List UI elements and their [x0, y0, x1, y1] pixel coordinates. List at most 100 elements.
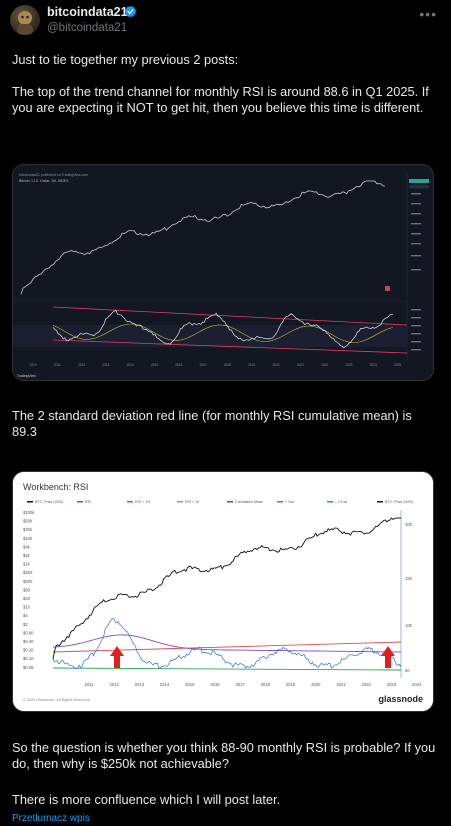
tv-x-tick: 2016 — [175, 363, 182, 367]
gn-price-line — [52, 517, 401, 660]
gn-y-left-tick: $0.80 — [23, 630, 34, 635]
tradingview-chart: bitcoindata21 published on TradingView.c… — [13, 165, 433, 380]
gn-y-left-tick: $50k — [23, 519, 33, 524]
gn-x-tick: 2023 — [387, 682, 397, 687]
gn-y-right-tick: 50 — [405, 668, 410, 673]
tv-x-tick: 2021 — [297, 363, 304, 367]
gn-legend-swatch — [127, 501, 133, 503]
gn-x-tick: 2017 — [236, 682, 246, 687]
avatar-image-icon — [17, 11, 33, 35]
gn-y-left-tick: $200 — [23, 579, 33, 584]
tv-price-line — [20, 180, 386, 295]
tv-x-tick: 2018 — [224, 363, 231, 367]
tv-rsi-line — [52, 310, 394, 349]
gn-y-left-tick: $10k — [23, 536, 33, 541]
gn-y-left-tick: $4 — [23, 613, 28, 618]
post-header: bitcoindata21 @bitcoindata21 ••• — [0, 0, 451, 48]
gn-x-tick: 2021 — [336, 682, 346, 687]
post-text-sd: The 2 standard deviation red line (for m… — [12, 408, 412, 439]
tv-x-tick: 2024 — [370, 363, 377, 367]
post-text-question: So the question is whether you think 88-… — [12, 740, 436, 771]
gn-x-tick: 2022 — [362, 682, 372, 687]
tv-x-tick: 2023 — [345, 363, 352, 367]
gn-plus-2sd-line — [52, 641, 402, 653]
gn-legend-swatch — [327, 501, 333, 503]
gn-legend-item: BTC: Price (USD) — [385, 500, 413, 504]
tv-x-tick: 2012 — [78, 363, 85, 367]
gn-y-left-tick: $4k — [23, 544, 31, 549]
gn-legend-item: RSI — [85, 500, 91, 504]
gn-legend: BTC: Price (USD) RSI RSI + 1% RSI + 10 Cumul… — [27, 500, 413, 504]
gn-copyright: © 2024 Glassnode. All Rights Reserved. — [23, 698, 91, 702]
author-handle[interactable]: @bitcoindata21 — [47, 22, 128, 34]
gn-legend-swatch — [277, 501, 283, 503]
tv-rsi-band — [13, 325, 407, 347]
gn-legend-swatch — [177, 501, 183, 503]
tv-x-tick: 2025 — [394, 363, 401, 367]
gn-y-left-tick: $20k — [23, 527, 33, 532]
tv-price-badge — [409, 179, 429, 183]
gn-minus-1-5sd-line — [52, 667, 402, 671]
gn-rsi-line — [52, 618, 402, 669]
gn-x-tick: 2016 — [210, 682, 220, 687]
glassnode-chart: Workbench: RSI BTC: Price (USD) RSI RSI + … — [13, 472, 433, 711]
tv-rsi-ma-line — [52, 323, 394, 343]
gn-y-right-tick: 200 — [405, 522, 413, 527]
gn-y-left-tick: $0.06 — [23, 665, 34, 670]
gn-y-left-tick: $0.40 — [23, 639, 34, 644]
gn-legend-item: Cumulative Mean — [235, 500, 263, 504]
gn-y-left-tick: $100k — [23, 510, 35, 515]
post-text-trend: The top of the trend channel for monthly… — [12, 84, 429, 115]
gn-legend-item: + 2sd — [285, 500, 294, 504]
gn-x-axis: 2011 2012 2013 2014 2015 2016 2017 2018 2019 2020… — [84, 682, 421, 687]
gn-legend-swatch — [27, 501, 33, 503]
translate-post-link[interactable]: Przetłumacz wpis — [12, 813, 90, 824]
gn-legend-item: RSI + 1% — [135, 500, 151, 504]
gn-y-left-tick: $10 — [23, 605, 31, 610]
author-name[interactable]: bitcoindata21 — [47, 5, 128, 19]
gn-x-tick: 2015 — [185, 682, 195, 687]
gn-x-tick: 2018 — [261, 682, 271, 687]
gn-legend-swatch — [227, 501, 233, 503]
more-dots-icon[interactable]: ••• — [419, 6, 437, 22]
tv-watermark: TradingView — [17, 374, 36, 378]
gn-legend-item: RSI + 10 — [185, 500, 199, 504]
tradingview-chart-image[interactable]: bitcoindata21 published on TradingView.c… — [12, 164, 434, 381]
tv-marker — [385, 286, 390, 291]
gn-x-tick: 2013 — [135, 682, 145, 687]
gn-legend-swatch — [377, 501, 383, 503]
gn-legend-item: - 1.5 sd — [335, 500, 347, 504]
tv-channel-top — [52, 306, 408, 326]
gn-legend-item: BTC: Price (USD) — [35, 500, 63, 504]
verified-badge-icon — [124, 5, 137, 18]
tv-legend: Bitcoin / U.S. Dollar, 1M, INDEX — [19, 179, 69, 183]
gn-y-left-tick: $0.20 — [23, 648, 34, 653]
gn-x-tick: 2020 — [311, 682, 321, 687]
tv-x-axis: 2010 2011 2012 2013 2014 2015 2016 2017 2018 2019… — [29, 363, 401, 367]
tv-x-tick: 2014 — [127, 363, 134, 367]
avatar[interactable] — [10, 5, 40, 35]
gn-cumulative-mean-line — [52, 634, 402, 653]
gn-y-axis-left: $100k $50k $20k $10k $4k $2k $1k $400 $200 $80 $40… — [23, 510, 35, 670]
gn-x-tick: 2011 — [84, 682, 94, 687]
gn-x-tick: 2024 — [412, 682, 422, 687]
arrow-up-icon — [110, 646, 124, 668]
tv-x-tick: 2013 — [102, 363, 109, 367]
gn-y-left-tick: $2 — [23, 622, 28, 627]
gn-legend-swatch — [77, 501, 83, 503]
tv-x-tick: 2019 — [248, 363, 255, 367]
gn-y-left-tick: $1k — [23, 562, 31, 567]
post-text-confluence: There is more confluence which I will po… — [12, 792, 281, 807]
gn-brand-logo: glassnode — [378, 694, 423, 704]
gn-y-left-tick: $400 — [23, 570, 33, 575]
glassnode-chart-image[interactable]: Workbench: RSI BTC: Price (USD) RSI RSI + … — [12, 471, 434, 712]
gn-x-tick: 2014 — [160, 682, 170, 687]
gn-y-left-tick: $40 — [23, 596, 31, 601]
tv-header-text: bitcoindata21 published on TradingView.c… — [19, 173, 88, 177]
gn-title: Workbench: RSI — [23, 482, 88, 492]
tv-channel-bottom — [52, 339, 408, 354]
gn-y-left-tick: $80 — [23, 587, 31, 592]
post-text-intro: Just to tie together my previous 2 posts… — [12, 52, 239, 67]
tv-x-tick: 2022 — [321, 363, 328, 367]
arrow-up-icon — [381, 646, 395, 668]
